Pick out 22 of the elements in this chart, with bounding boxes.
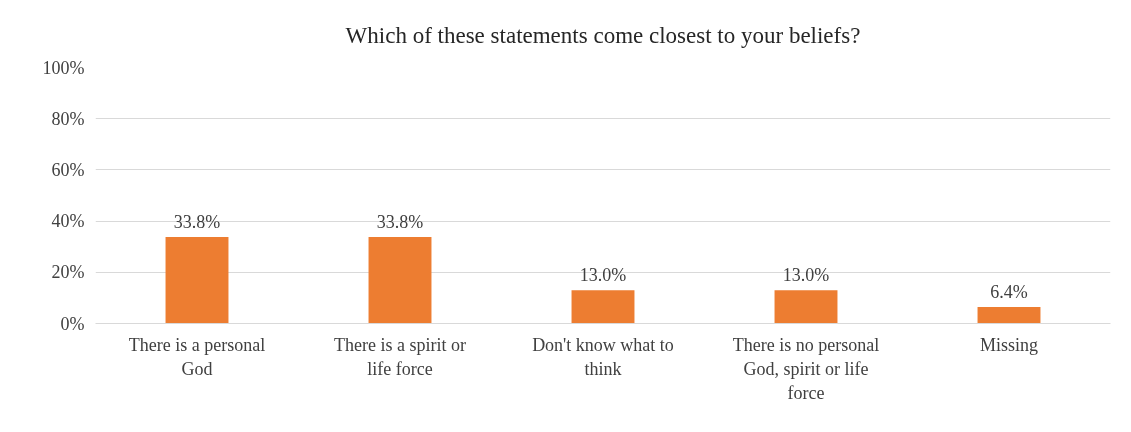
data-label: 33.8%: [376, 211, 424, 232]
bar: [571, 290, 635, 324]
y-tick-label: 20%: [51, 262, 85, 283]
bar: [977, 307, 1041, 324]
data-label: 13.0%: [579, 265, 627, 286]
x-tick-label: Don't know what to think: [532, 334, 674, 379]
chart-title: Which of these statements come closest to your beliefs?: [345, 22, 861, 48]
y-tick-label: 0%: [60, 313, 85, 334]
bar: [774, 290, 838, 324]
y-tick-label: 60%: [51, 159, 85, 180]
data-label: 6.4%: [990, 282, 1028, 303]
bar: [368, 236, 432, 324]
bar: [165, 236, 229, 324]
y-tick-label: 80%: [51, 108, 85, 129]
x-tick-label: Missing: [979, 334, 1039, 355]
x-tick-label: There is a spirit or life force: [334, 334, 466, 379]
y-tick-label: 100%: [42, 57, 85, 78]
data-label: 13.0%: [782, 265, 830, 286]
x-tick-label: There is no personal God, spirit or life force: [732, 334, 880, 403]
y-tick-label: 40%: [51, 211, 85, 232]
data-label: 33.8%: [173, 211, 221, 232]
x-tick-label: There is a personal God: [128, 334, 266, 379]
